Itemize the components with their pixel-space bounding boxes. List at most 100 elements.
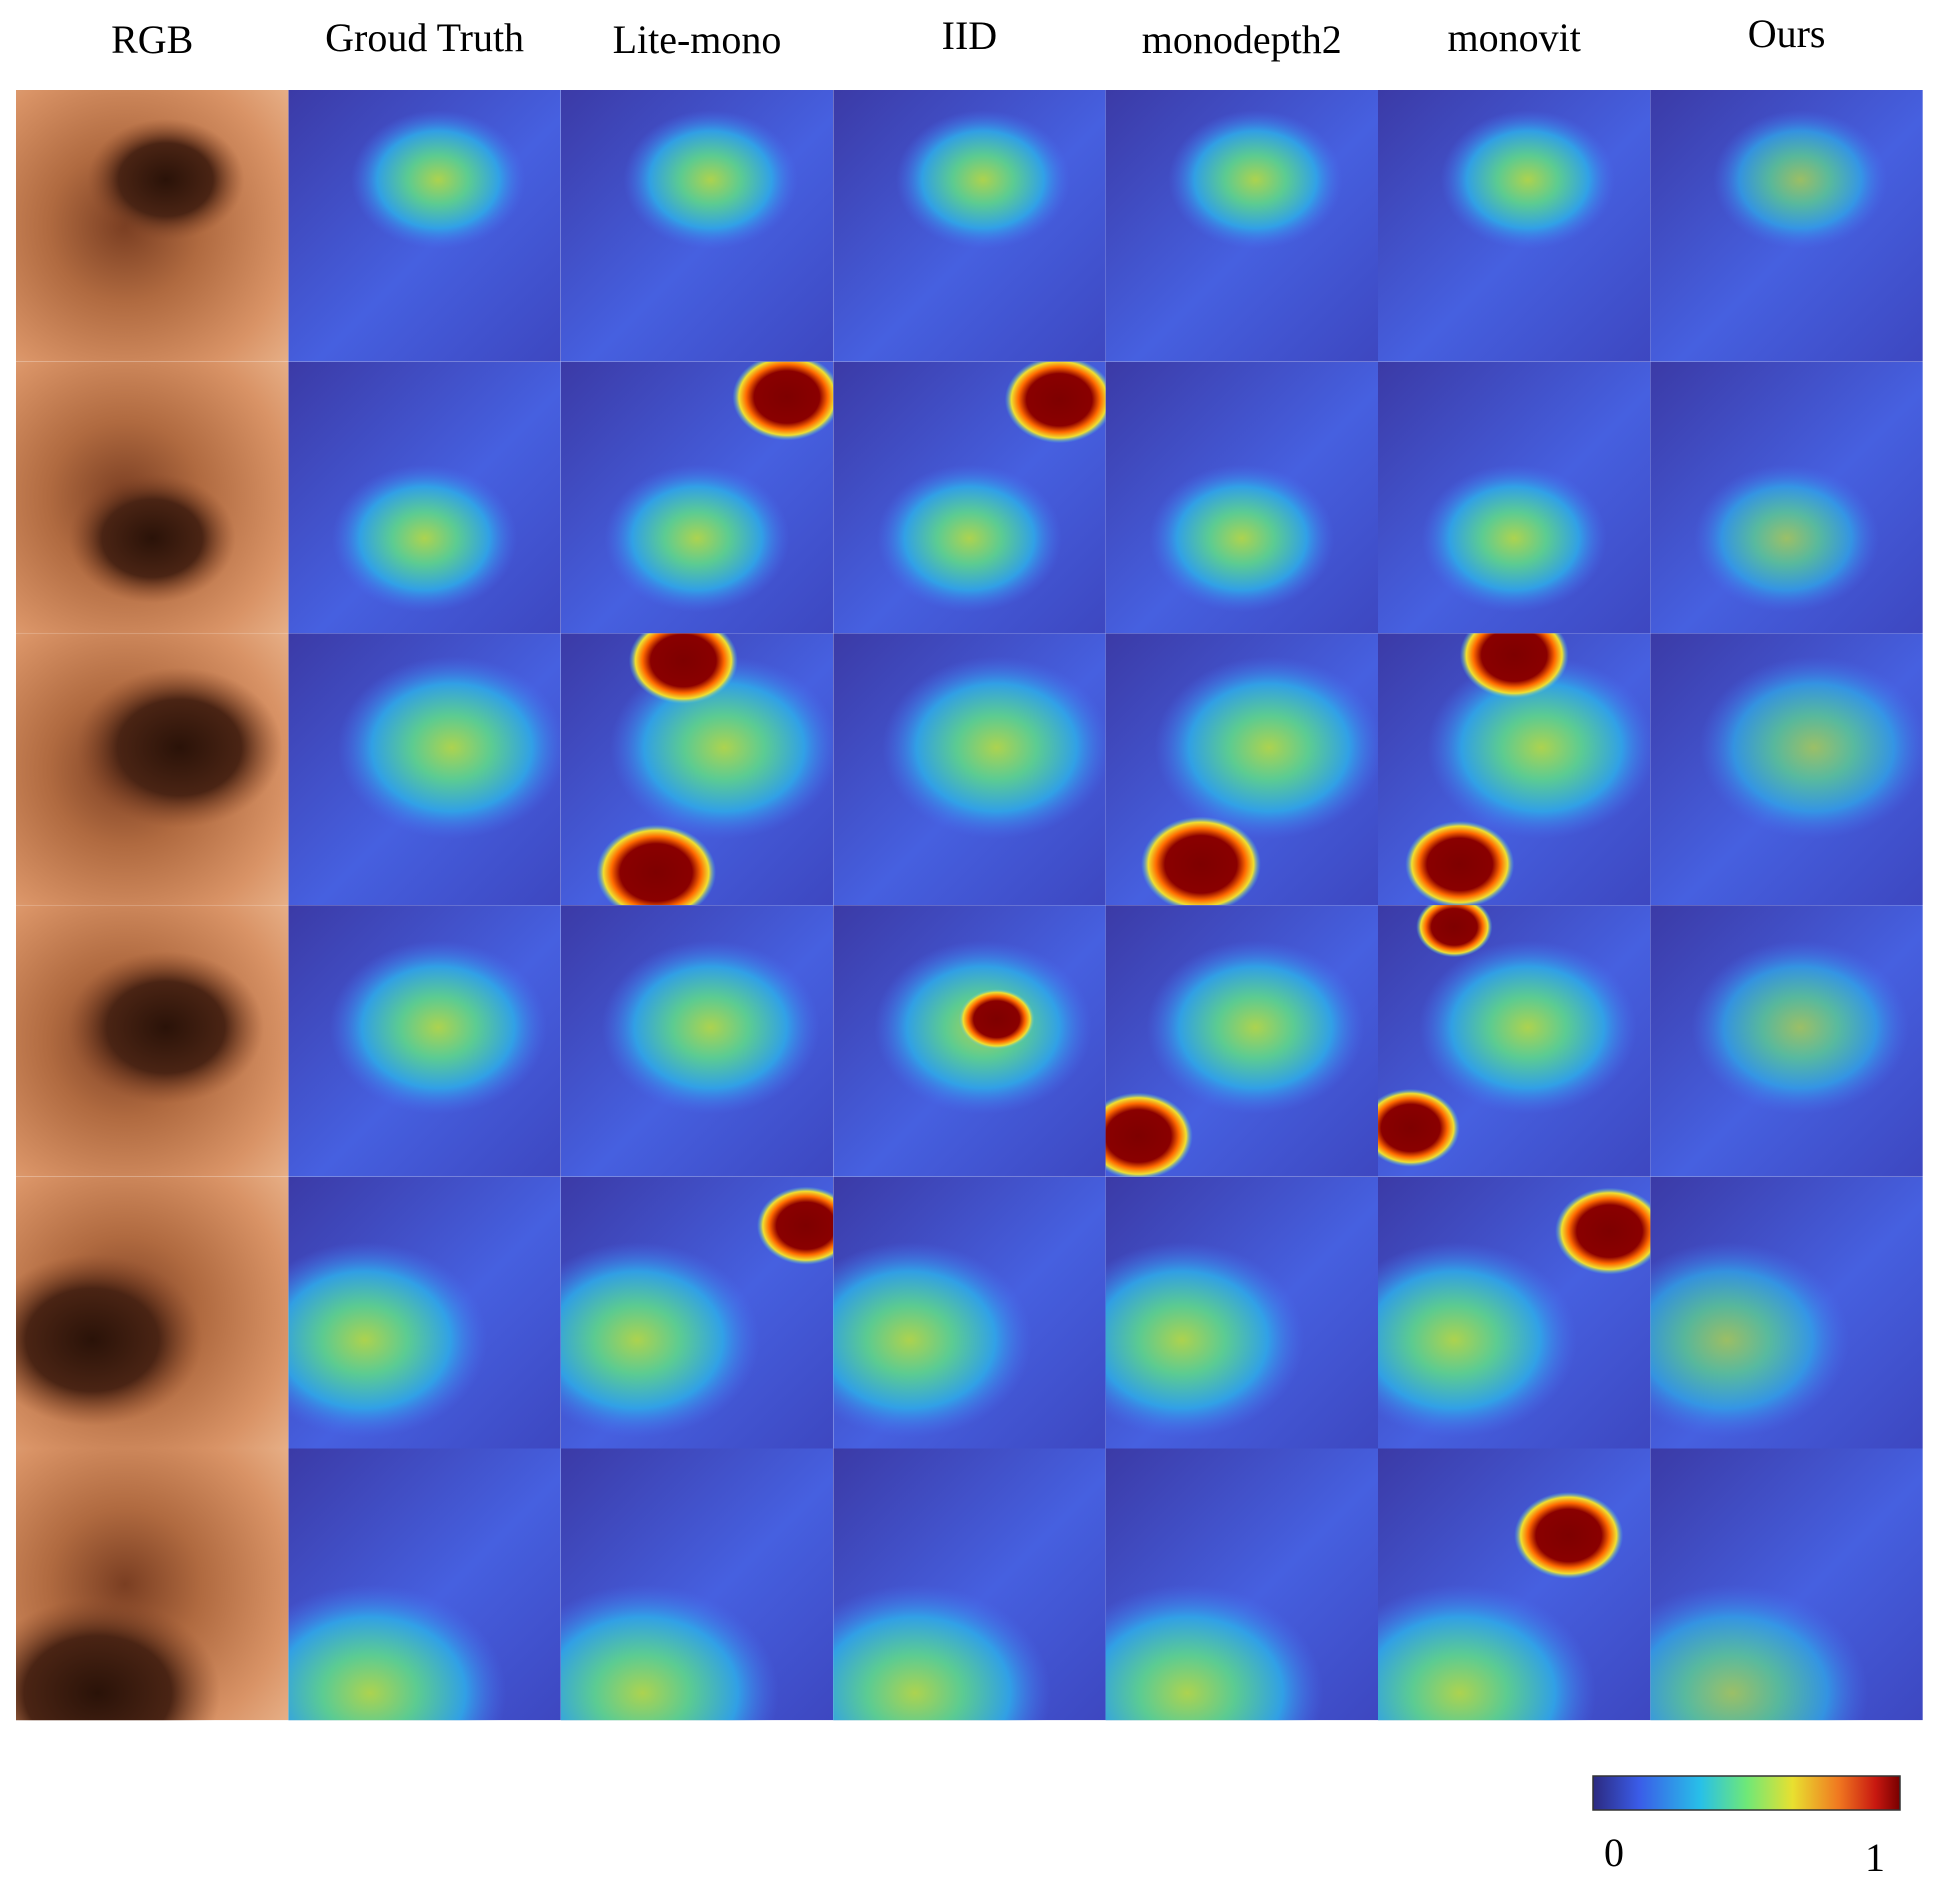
depth-region — [623, 110, 798, 250]
rgb-lumen — [68, 473, 236, 603]
depth-region — [331, 464, 518, 613]
depth-map — [1378, 633, 1651, 906]
depth-map — [288, 1448, 561, 1721]
depth-hotspot — [1105, 1092, 1193, 1177]
depth-map — [288, 633, 561, 906]
depth-map — [1650, 1448, 1923, 1721]
depth-region — [1440, 110, 1615, 250]
depth-region — [1699, 656, 1923, 839]
depth-map — [1378, 90, 1651, 362]
depth-region — [560, 1584, 779, 1721]
depth-region — [1378, 1242, 1577, 1438]
rgb-image — [16, 90, 289, 362]
depth-hotspot — [1459, 633, 1569, 699]
depth-region — [1146, 940, 1365, 1115]
depth-hotspot — [596, 824, 717, 906]
depth-map — [288, 1176, 561, 1449]
column-header: monovit — [1448, 15, 1581, 60]
depth-map — [1105, 905, 1378, 1177]
column-header: IID — [942, 13, 998, 58]
depth-map — [1105, 361, 1378, 634]
depth-region — [1105, 1584, 1324, 1721]
rgb-image — [16, 905, 289, 1177]
depth-map — [1650, 905, 1923, 1177]
depth-region — [1421, 464, 1607, 613]
depth-hotspot — [756, 1186, 834, 1265]
depth-map — [288, 905, 561, 1177]
depth-map — [1650, 90, 1923, 362]
depth-map — [833, 1448, 1106, 1721]
depth-hotspot — [1141, 816, 1261, 906]
depth-region — [833, 1584, 1052, 1721]
depth-map — [833, 905, 1106, 1177]
depth-hotspot — [1405, 820, 1515, 906]
column-header: Ours — [1748, 11, 1826, 56]
rgb-image — [16, 1448, 289, 1721]
depth-map — [560, 905, 834, 1177]
depth-region — [1168, 110, 1343, 250]
depth-map — [1650, 1176, 1923, 1449]
rgb-image — [16, 633, 289, 906]
depth-hotspot — [958, 988, 1035, 1050]
depth-region — [1427, 656, 1651, 839]
column-header: Lite-mono — [613, 17, 782, 62]
depth-map — [833, 1176, 1106, 1449]
depth-map — [1105, 90, 1378, 362]
depth-region — [833, 1242, 1033, 1438]
colorbar-label: 1 — [1865, 1835, 1885, 1880]
depth-region — [288, 1242, 488, 1438]
depth-map — [560, 633, 834, 906]
depth-hotspot — [1378, 1088, 1460, 1168]
depth-map — [560, 1448, 834, 1721]
depth-hotspot — [1514, 1491, 1624, 1579]
depth-region — [1154, 656, 1378, 839]
depth-region — [1650, 1242, 1850, 1438]
depth-region — [1105, 1242, 1305, 1438]
rgb-lumen — [67, 951, 264, 1104]
depth-map — [288, 361, 561, 634]
depth-region — [337, 656, 561, 839]
depth-hotspot — [1416, 905, 1493, 958]
depth-map — [1378, 1448, 1651, 1721]
depth-region — [876, 464, 1063, 613]
rgb-lumen — [16, 1597, 221, 1721]
image-grid — [16, 90, 1923, 1721]
depth-map — [1105, 1448, 1378, 1721]
depth-region — [1418, 940, 1637, 1115]
depth-hotspot — [1555, 1187, 1651, 1275]
rgb-lumen — [87, 118, 245, 241]
rgb-lumen — [76, 667, 283, 828]
depth-map — [833, 361, 1106, 634]
depth-map — [288, 90, 561, 362]
depth-map — [1378, 905, 1651, 1177]
depth-map — [1105, 1176, 1378, 1449]
colorbar-label: 0 — [1604, 1830, 1624, 1875]
depth-region — [895, 110, 1071, 250]
depth-region — [609, 656, 834, 839]
depth-region — [329, 940, 548, 1115]
depth-map — [1650, 361, 1923, 634]
depth-region — [351, 110, 526, 250]
rgb-image — [16, 1176, 289, 1449]
rgb-image — [16, 361, 289, 634]
depth-map — [560, 1176, 834, 1449]
depth-map — [560, 361, 834, 634]
depth-map — [1378, 361, 1651, 634]
depth-region — [288, 1584, 507, 1721]
depth-hotspot — [1004, 361, 1106, 444]
column-header: RGB — [111, 17, 193, 62]
depth-region — [882, 656, 1106, 839]
depth-region — [560, 1242, 760, 1438]
depth-region — [1378, 1584, 1596, 1721]
depth-region — [601, 940, 820, 1115]
depth-hotspot — [628, 633, 738, 705]
colorbar — [1592, 1775, 1901, 1811]
depth-region — [604, 464, 790, 613]
depth-map — [833, 633, 1106, 906]
depth-region — [1713, 110, 1888, 250]
depth-region — [1693, 464, 1880, 613]
column-header: monodepth2 — [1142, 17, 1342, 62]
column-header: Groud Truth — [325, 15, 524, 60]
depth-map — [833, 90, 1106, 362]
